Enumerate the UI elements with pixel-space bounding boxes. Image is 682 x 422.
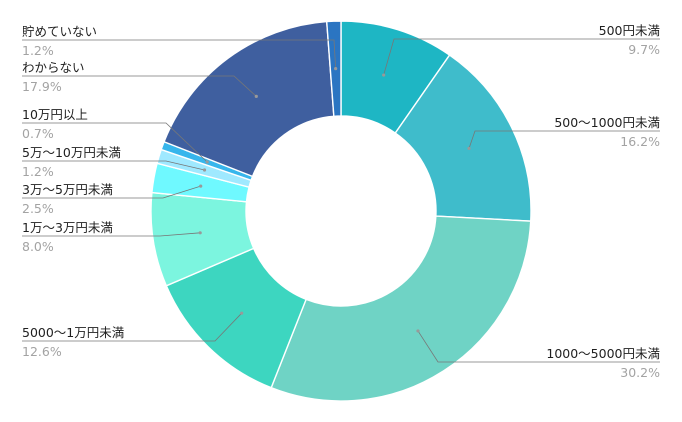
slices	[150, 20, 532, 402]
leader-dot-5	[199, 184, 203, 188]
slice-percent-9: 1.2%	[22, 43, 54, 58]
slice-label-7: 10万円以上	[22, 107, 88, 122]
slice-percent-1: 16.2%	[620, 134, 660, 149]
slice-9	[325, 20, 342, 118]
leader-dot-7	[205, 160, 209, 164]
slice-1	[394, 54, 532, 222]
slice-percent-0: 9.7%	[628, 42, 660, 57]
leader-line-2	[417, 330, 660, 363]
slice-label-2: 1000〜5000円未満	[546, 346, 660, 361]
slice-label-3: 5000〜1万円未満	[22, 325, 124, 340]
leader-dot-0	[382, 73, 386, 77]
leader-line-1	[468, 130, 660, 149]
leader-line-3	[22, 312, 242, 342]
leader-line-7	[22, 122, 208, 163]
leader-line-8	[22, 75, 257, 97]
slice-label-6: 5万〜10万円未満	[22, 145, 121, 160]
slice-percent-4: 8.0%	[22, 239, 54, 254]
slice-8	[163, 20, 335, 178]
leader-line-9	[22, 39, 337, 69]
slice-label-8: わからない	[22, 60, 85, 75]
leader-dot-2	[416, 329, 420, 333]
slice-label-4: 1万〜3万円未満	[22, 220, 113, 235]
slice-label-9: 貯めていない	[22, 24, 97, 39]
leader-dot-9	[334, 67, 338, 71]
slice-label-0: 500円未満	[599, 23, 660, 38]
leader-dot-8	[254, 94, 258, 99]
leader-line-6	[22, 160, 205, 171]
leader-line-0	[383, 38, 660, 76]
leader-dot-1	[467, 146, 471, 151]
leader-dot-4	[198, 231, 202, 235]
leader-line-4	[22, 232, 201, 237]
leader-dot-3	[240, 311, 244, 315]
slice-percent-8: 17.9%	[22, 79, 62, 94]
leader-dot-6	[202, 168, 207, 172]
slice-percent-6: 1.2%	[22, 164, 54, 179]
slice-2	[270, 215, 532, 402]
slice-percent-7: 0.7%	[22, 126, 54, 141]
leader-line-5	[22, 185, 201, 199]
slice-percent-2: 30.2%	[620, 365, 660, 380]
slice-percent-5: 2.5%	[22, 201, 54, 216]
slice-label-1: 500〜1000円未満	[554, 115, 660, 130]
slice-percent-3: 12.6%	[22, 344, 62, 359]
slice-label-5: 3万〜5万円未満	[22, 182, 113, 197]
labels: 500円未満 9.7% 500〜1000円未満 16.2% 1000〜5000円未満 30…	[22, 23, 660, 380]
